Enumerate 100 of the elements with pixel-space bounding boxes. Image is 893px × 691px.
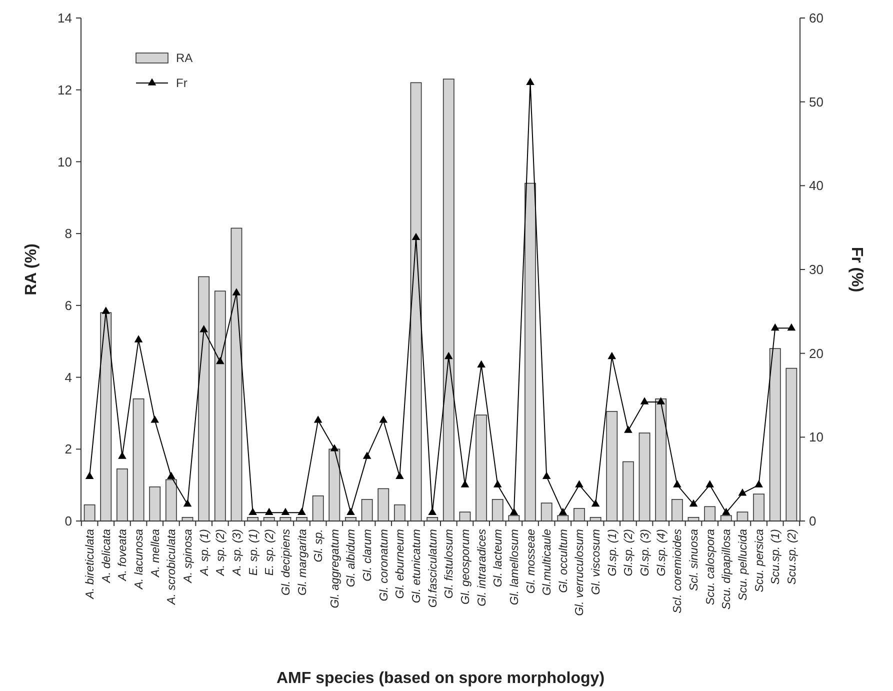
x-tick-label: A. bireticulata: [84, 529, 97, 600]
point: [412, 232, 420, 240]
point: [624, 426, 632, 433]
point: [770, 323, 780, 331]
x-tick-label: Gl. intraradices: [476, 528, 488, 606]
x-tick-label: A. mellea: [150, 529, 162, 578]
point: [608, 352, 616, 360]
x-tick-label: Gl.sp. (2): [623, 528, 636, 576]
point: [379, 416, 388, 423]
point: [216, 356, 224, 364]
x-tick-label: Gl. sp.: [313, 529, 326, 562]
point: [526, 78, 534, 85]
x-tick-label: Gl. aggregatum: [329, 528, 342, 608]
x-tick-label: Gl.multicaule: [542, 529, 554, 596]
point: [460, 480, 470, 488]
point: [591, 499, 600, 507]
point: [150, 416, 160, 423]
y2-tick-label: 10: [809, 430, 824, 445]
x-tick-label: Scu. persica: [754, 529, 766, 592]
point: [330, 444, 339, 452]
point: [264, 508, 274, 516]
y-tick-label: 14: [58, 10, 72, 26]
legend-label: RA: [176, 51, 193, 66]
y-tick-label: 0: [64, 514, 72, 529]
point: [281, 508, 290, 516]
point: [118, 452, 126, 459]
point: [787, 323, 796, 331]
x-tick-label: Gl. margarita: [296, 529, 309, 596]
y-tick-label: 8: [64, 226, 72, 242]
x-tick-label: Scu. dipapillosa: [721, 529, 734, 610]
x-tick-label: Gl. coronatum: [378, 528, 390, 602]
y2-tick-label: 20: [809, 346, 824, 361]
x-tick-label: Gl. viscosum: [590, 528, 603, 595]
point: [493, 480, 502, 488]
point: [689, 499, 698, 507]
x-tick-label: A. sp. (2): [215, 528, 228, 577]
point: [167, 472, 176, 479]
x-tick-label: A. sp. (1): [198, 528, 211, 577]
y2-tick-label: 30: [809, 262, 824, 278]
y2-tick-label: 0: [809, 514, 816, 529]
x-tick-label: A. scrobiculata: [166, 529, 178, 606]
point: [428, 508, 436, 516]
x-tick-label: Scu.sp. (2): [786, 528, 798, 585]
x-tick-label: Scl. sinuosa: [688, 529, 700, 592]
point: [542, 472, 551, 479]
x-tick-label: Gl. verruculosum: [574, 528, 586, 616]
x-tick-label: Gl. albidum: [346, 528, 358, 588]
y-tick-label: 4: [64, 370, 72, 385]
point: [575, 480, 584, 488]
point: [722, 508, 730, 516]
point: [656, 397, 666, 404]
y-axis-title: RA (%): [23, 244, 40, 296]
x-tick-label: Gl. decipiens: [280, 528, 292, 596]
point: [673, 480, 682, 488]
point: [510, 508, 518, 516]
y2-axis-title: Fr (%): [848, 246, 865, 292]
legend-label: Fr: [176, 76, 188, 90]
x-tick-label: Scu. pellucida: [737, 529, 750, 601]
x-tick-label: Gl.sp. (3): [640, 528, 652, 576]
x-tick-label: Scu.sp. (1): [770, 528, 782, 585]
point: [85, 472, 94, 479]
y-tick-label: 6: [64, 298, 72, 313]
point: [183, 499, 192, 507]
x-tick-label: E. sp. (1): [248, 528, 260, 576]
x-axis-title: AMF species (based on spore morphology): [276, 670, 605, 687]
x-tick-label: Gl. mosseae: [525, 529, 538, 594]
y-tick-label: 10: [58, 154, 72, 170]
point: [134, 335, 143, 342]
point: [102, 306, 110, 314]
x-tick-label: Gl. occultum: [558, 528, 570, 593]
x-tick-label: Gl. lacteum: [492, 528, 505, 588]
point: [558, 508, 568, 516]
point: [200, 325, 208, 332]
x-tick-label: Gl. etunicatum: [411, 528, 424, 604]
point: [640, 397, 649, 404]
point: [362, 452, 372, 459]
x-tick-label: A. spinosa: [182, 529, 195, 584]
x-tick-label: A. foveata: [117, 529, 130, 582]
point: [248, 508, 257, 516]
x-tick-label: A. sp. (3): [231, 528, 244, 577]
y-tick-label: 12: [58, 82, 72, 98]
x-tick-label: Gl. lamellosum: [508, 528, 521, 606]
y-tick-label: 2: [64, 442, 72, 457]
point: [477, 360, 486, 368]
x-tick-label: A. lacunosa: [134, 529, 146, 590]
point: [396, 472, 404, 479]
point: [346, 508, 355, 516]
x-tick-label: Gl. fistulosum: [444, 528, 456, 599]
x-tick-label: Gl. eburneum: [394, 528, 407, 599]
point: [738, 488, 747, 496]
x-tick-label: Gl.sp. (1): [606, 528, 619, 576]
point: [754, 480, 763, 488]
x-tick-label: Scl. coremioides: [672, 528, 684, 614]
point: [298, 508, 306, 516]
y2-tick-label: 40: [809, 178, 824, 194]
x-tick-label: Gl. clarum: [362, 528, 374, 582]
x-tick-label: Gl.sp. (4): [656, 528, 668, 576]
x-tick-label: Gl.fasciculatum: [427, 528, 440, 608]
point: [232, 288, 241, 296]
x-tick-label: Gl. geosporum: [460, 528, 472, 604]
